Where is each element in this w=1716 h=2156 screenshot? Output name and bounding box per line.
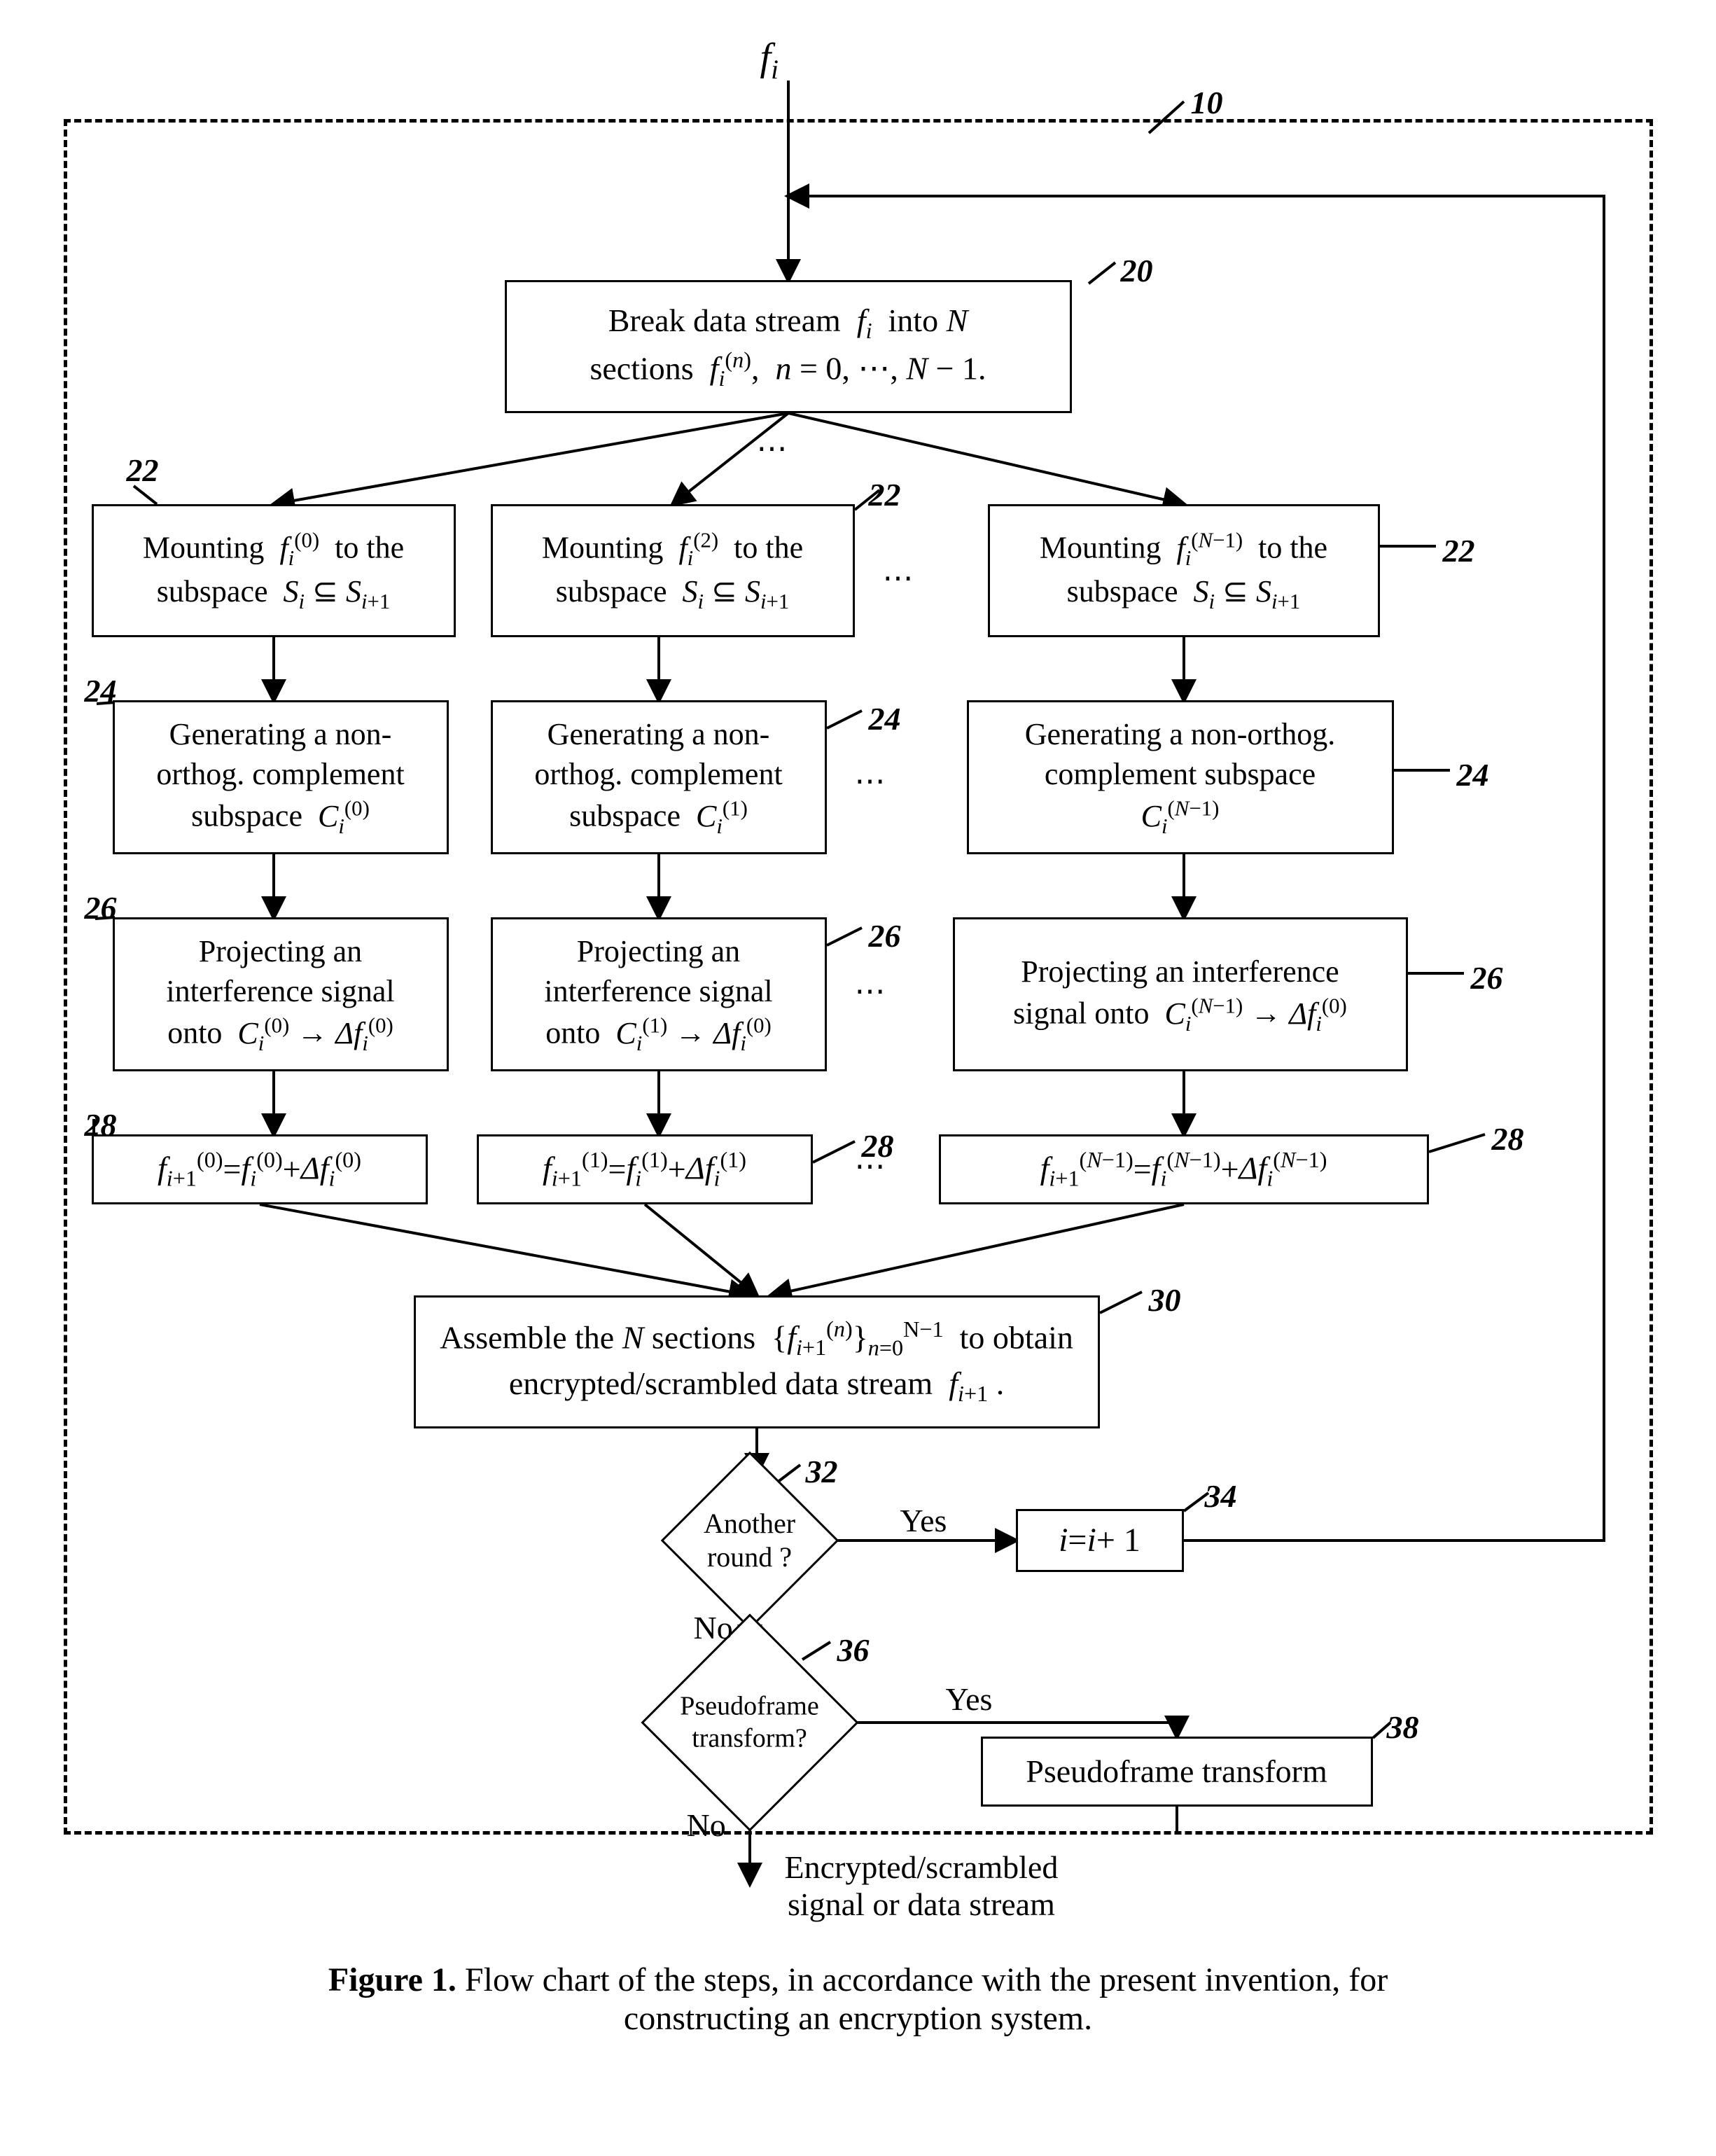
ref-label: 34 <box>1205 1477 1237 1515</box>
ref-label: 22 <box>127 452 159 489</box>
node-assemble: Assemble the N sections {fi+1(n)}n=0N−1 … <box>414 1295 1100 1428</box>
ref-label: 20 <box>1121 252 1153 289</box>
node-sum-1: fi+1(1) = fi(1) + Δfi(1) <box>477 1134 813 1204</box>
node-mounting-n1: Mounting fi(N−1) to the subspace Si ⊆ Si… <box>988 504 1380 637</box>
ref-label: 10 <box>1191 84 1223 121</box>
input-symbol: fi <box>760 35 779 85</box>
ref-label: 36 <box>837 1632 870 1669</box>
ref-label: 24 <box>85 672 117 709</box>
ref-label: 22 <box>1443 532 1475 569</box>
ellipsis: ⋯ <box>855 1148 886 1184</box>
node-break-stream: Break data stream fi into N sections fi(… <box>505 280 1072 413</box>
node-gen-1: Generating a non- orthog. complement sub… <box>491 700 827 854</box>
node-increment: i = i + 1 <box>1016 1509 1184 1572</box>
ref-label: 28 <box>85 1106 117 1143</box>
node-proj-1: Projecting an interference signal onto C… <box>491 917 827 1071</box>
ref-label: 30 <box>1149 1281 1181 1319</box>
node-mounting-2: Mounting fi(2) to the subspace Si ⊆ Si+1 <box>491 504 855 637</box>
pseudoframe-label: Pseudoframe transform <box>1026 1751 1327 1793</box>
ref-label: 38 <box>1387 1709 1419 1746</box>
label-no-2: No <box>687 1807 726 1844</box>
label-yes-1: Yes <box>900 1502 947 1539</box>
label-no-1: No <box>694 1609 733 1646</box>
ref-label: 24 <box>869 700 901 737</box>
ref-label: 26 <box>1471 959 1503 996</box>
node-proj-0: Projecting an interference signal onto C… <box>113 917 449 1071</box>
ref-label: 26 <box>85 889 117 926</box>
output-label: Encrypted/scrambled signal or data strea… <box>785 1849 1059 1923</box>
node-mounting-0: Mounting fi(0) to the subspace Si ⊆ Si+1 <box>92 504 456 637</box>
ref-label: 24 <box>1457 756 1489 793</box>
node-gen-n1: Generating a non-orthog. complement subs… <box>967 700 1394 854</box>
label-yes-2: Yes <box>946 1681 993 1718</box>
node-sum-0: fi+1(0) = fi(0) + Δfi(0) <box>92 1134 428 1204</box>
ellipsis: ⋯ <box>883 560 914 596</box>
ref-label: 26 <box>869 917 901 954</box>
node-pseudoframe: Pseudoframe transform <box>981 1737 1373 1807</box>
ref-label: 22 <box>869 476 901 513</box>
diamond-pseudoframe: Pseudoframe transform? <box>673 1646 827 1800</box>
ellipsis: ⋯ <box>855 973 886 1009</box>
figure-caption: Figure 1. Flow chart of the steps, in ac… <box>29 1961 1688 2038</box>
node-gen-0: Generating a non- orthog. complement sub… <box>113 700 449 854</box>
node-sum-n1: fi+1(N−1) = fi(N−1) + Δfi(N−1) <box>939 1134 1429 1204</box>
ellipsis: ⋯ <box>757 431 788 466</box>
node-proj-n1: Projecting an interference signal onto C… <box>953 917 1408 1071</box>
ref-label: 32 <box>806 1453 838 1490</box>
flowchart-canvas: fi <box>29 28 1688 2115</box>
diamond-another-round: Another round ? <box>687 1477 813 1604</box>
ref-label: 28 <box>1492 1120 1524 1157</box>
ellipsis: ⋯ <box>855 763 886 799</box>
